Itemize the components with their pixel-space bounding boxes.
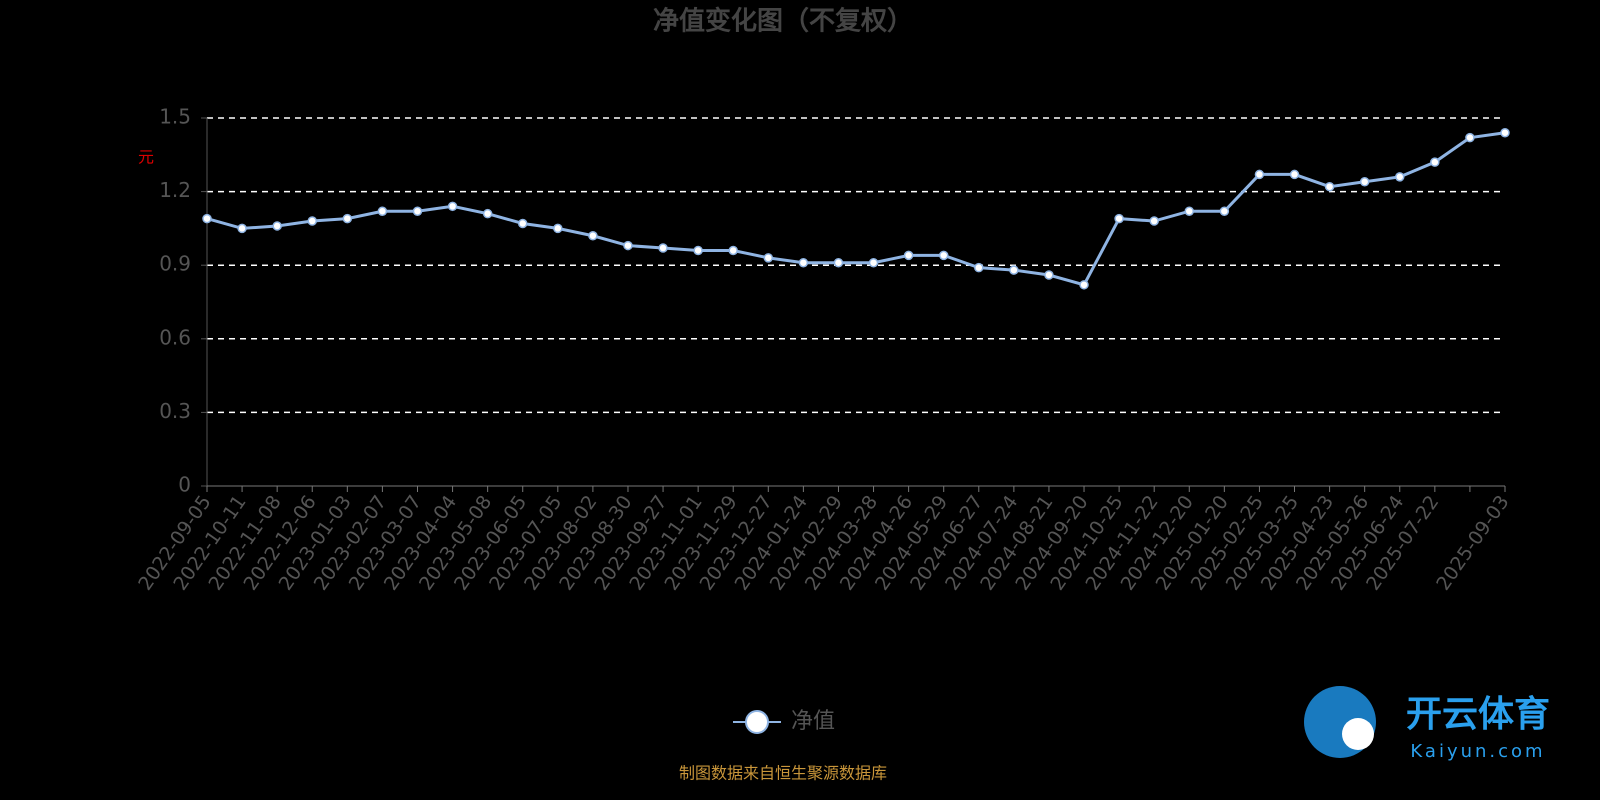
data-point (1009, 265, 1019, 275)
data-point (272, 221, 282, 231)
watermark-ball (1342, 718, 1374, 750)
data-point (1079, 280, 1089, 290)
data-point (833, 257, 844, 268)
data-point (763, 253, 774, 263)
watermark-name: 开云体育 (1406, 694, 1550, 735)
y-tick-label: 0.3 (159, 399, 191, 423)
legend-label: 净值 (791, 709, 835, 734)
data-point (342, 213, 353, 224)
chart-title: 净值变化图（不复权） (653, 6, 913, 37)
source-note: 制图数据来自恒生聚源数据库 (679, 764, 887, 783)
data-point (237, 223, 247, 234)
data-point (553, 223, 563, 234)
y-axis-label: 元 (138, 148, 154, 167)
data-point (412, 206, 423, 216)
watermark: 开云体育 Kaiyun.com (1304, 686, 1550, 762)
data-point (1149, 216, 1159, 226)
data-point (868, 257, 879, 268)
data-point (728, 245, 738, 256)
data-point (377, 206, 388, 216)
data-point (658, 243, 668, 253)
data-point (974, 262, 984, 273)
legend-marker (745, 710, 769, 734)
data-point (1359, 177, 1370, 187)
data-point (588, 231, 598, 241)
data-point (798, 257, 809, 268)
data-point (1114, 213, 1124, 224)
data-point (693, 245, 703, 256)
data-point (903, 250, 914, 261)
data-point (482, 208, 493, 219)
data-point (1044, 270, 1054, 280)
data-point (1324, 181, 1335, 192)
data-point (1289, 169, 1300, 180)
data-point (447, 201, 458, 212)
y-tick-label: 0.6 (159, 325, 191, 349)
data-point (1184, 206, 1195, 216)
data-point (1465, 132, 1475, 143)
data-point (1500, 127, 1510, 138)
series-line (206, 131, 1506, 287)
data-point (517, 218, 528, 229)
data-point (1395, 172, 1405, 182)
data-point (938, 250, 949, 261)
watermark-site: Kaiyun.com (1410, 741, 1545, 762)
data-point (202, 213, 212, 224)
y-tick-label: 0 (178, 473, 191, 497)
data-point (1430, 157, 1440, 167)
y-tick-label: 0.9 (159, 252, 191, 276)
data-point (1254, 169, 1265, 180)
y-tick-label: 1.2 (159, 178, 191, 202)
y-tick-label: 1.5 (159, 105, 191, 129)
data-point (623, 240, 633, 251)
data-point (307, 216, 317, 226)
data-point (1219, 206, 1230, 216)
